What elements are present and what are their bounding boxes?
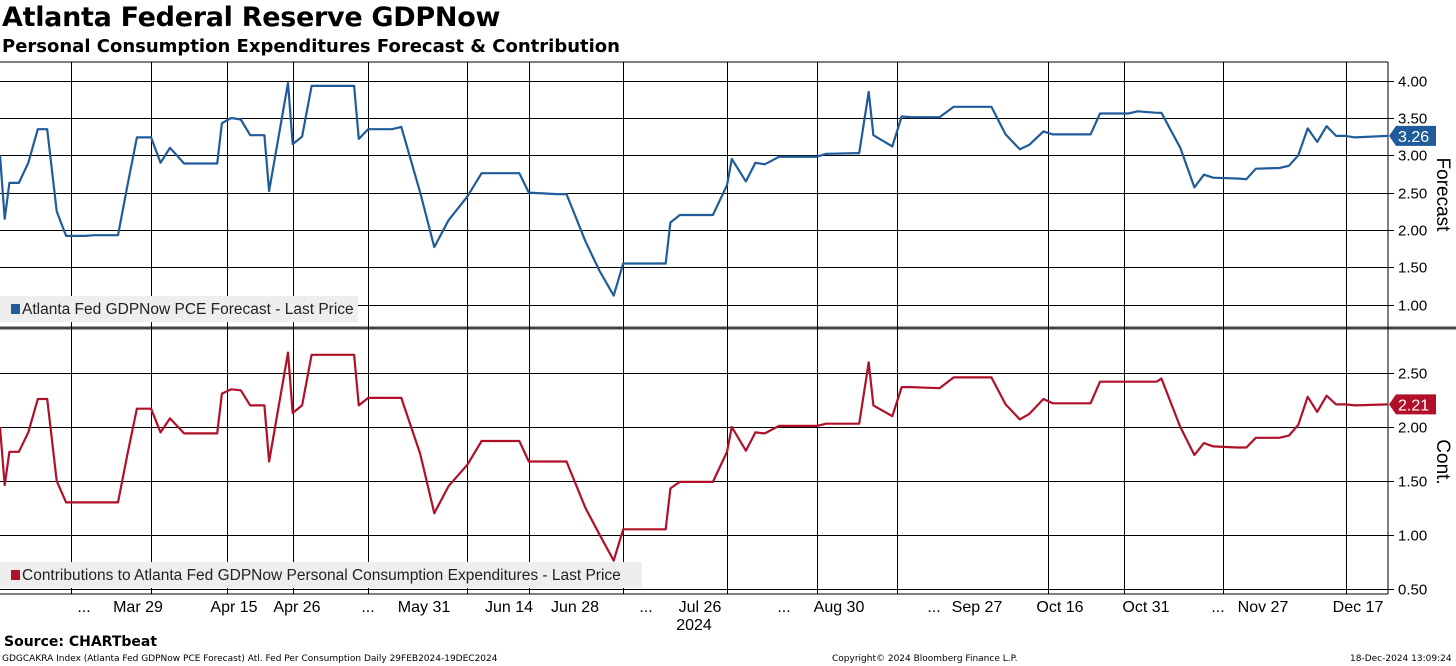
x-tick-label: Jul 26 <box>679 599 722 616</box>
x-tick-label: Oct 16 <box>1036 599 1083 616</box>
footer-index-info: GDGCAKRA Index (Atlanta Fed GDPNow PCE F… <box>2 654 498 664</box>
x-year-label: 2024 <box>676 617 712 634</box>
chart-subtitle: Personal Consumption Expenditures Foreca… <box>2 36 620 57</box>
footer-timestamp: 18-Dec-2024 13:09:24 <box>1350 654 1452 664</box>
series-line-contribution <box>0 351 1389 562</box>
last-value-tag-forecast <box>1389 125 1436 146</box>
axis-label-contribution: Cont. <box>1432 439 1453 484</box>
y-tick-label: 1.50 <box>1398 260 1427 277</box>
footer-copyright: Copyright© 2024 Bloomberg Finance L.P. <box>832 654 1018 664</box>
legend-label-forecast: Atlanta Fed GDPNow PCE Forecast - Last P… <box>22 301 354 318</box>
x-tick-label: ... <box>639 599 652 616</box>
x-tick-label: ... <box>927 599 940 616</box>
x-tick-label: Nov 27 <box>1238 599 1289 616</box>
last-value-label-forecast: 3.26 <box>1398 129 1429 146</box>
x-tick-label: Sep 27 <box>952 599 1003 616</box>
legend-swatch-forecast <box>11 304 20 314</box>
y-tick-label: 1.50 <box>1398 474 1427 491</box>
last-value-tag-contribution <box>1389 394 1436 415</box>
y-tick-label: 4.00 <box>1398 74 1427 91</box>
x-tick-label: Oct 31 <box>1122 599 1169 616</box>
x-tick-label: Apr 26 <box>273 599 320 616</box>
x-tick-label: May 31 <box>398 599 451 616</box>
y-tick-label: 2.50 <box>1398 186 1427 203</box>
y-tick-label: 2.00 <box>1398 223 1427 240</box>
y-tick-label: 2.00 <box>1398 420 1427 437</box>
x-tick-label: ... <box>1211 599 1224 616</box>
y-tick-label: 1.00 <box>1398 528 1427 545</box>
legend-swatch-contribution <box>11 570 20 580</box>
chart-title: Atlanta Federal Reserve GDPNow <box>2 2 501 33</box>
source-note: Source: CHARTbeat <box>4 634 158 650</box>
y-tick-label: 3.50 <box>1398 111 1427 128</box>
x-tick-label: Aug 30 <box>814 599 865 616</box>
legend-label-contribution: Contributions to Atlanta Fed GDPNow Pers… <box>22 567 621 584</box>
x-tick-label: Apr 15 <box>210 599 257 616</box>
x-tick-label: ... <box>361 599 374 616</box>
y-tick-label: 0.50 <box>1398 582 1427 599</box>
series-line-forecast <box>0 81 1389 297</box>
y-tick-label: 1.00 <box>1398 298 1427 315</box>
legend-box-contribution <box>0 562 642 588</box>
x-tick-label: Mar 29 <box>113 599 163 616</box>
axis-label-forecast: Forecast <box>1432 158 1453 233</box>
y-tick-label: 3.00 <box>1398 148 1427 165</box>
y-tick-label: 2.50 <box>1398 366 1427 383</box>
x-tick-label: Jun 28 <box>551 599 599 616</box>
x-tick-label: ... <box>77 599 90 616</box>
x-tick-label: ... <box>777 599 790 616</box>
legend-box-forecast <box>0 296 358 322</box>
last-value-label-contribution: 2.21 <box>1398 397 1429 414</box>
x-tick-label: Jun 14 <box>485 599 533 616</box>
x-tick-label: Dec 17 <box>1333 599 1384 616</box>
